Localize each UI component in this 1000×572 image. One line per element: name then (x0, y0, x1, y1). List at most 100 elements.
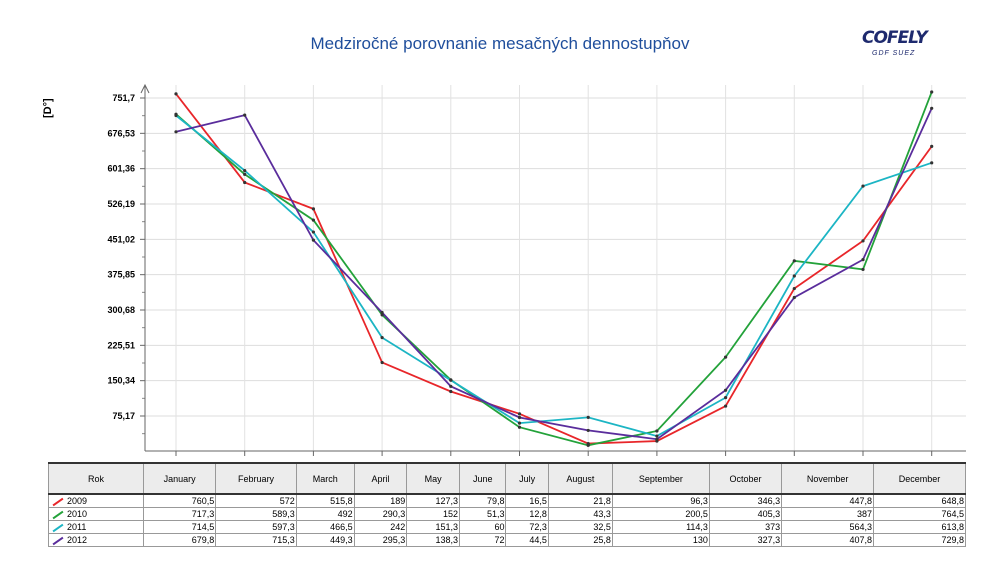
column-header: April (353, 462, 408, 495)
column-header: December (873, 462, 966, 495)
value-cell: 21,8 (547, 493, 613, 508)
data-point-2012 (380, 310, 384, 315)
value-cell: 373 (708, 520, 783, 534)
logo-name: COFELY (862, 28, 928, 48)
value-cell: 16,5 (505, 493, 549, 508)
data-point-2009 (724, 404, 728, 408)
data-point-2009 (243, 180, 247, 185)
column-header: March (295, 462, 355, 495)
data-point-2012 (243, 113, 247, 117)
column-header: August (547, 462, 613, 495)
value-cell: 127,3 (406, 493, 460, 508)
value-cell: 242 (353, 520, 408, 534)
data-point-2012 (517, 415, 522, 420)
data-point-2012 (861, 258, 865, 262)
y-axis-arrow (140, 83, 150, 94)
value-cell: 32,5 (547, 520, 613, 534)
value-cell: 717,3 (142, 507, 217, 521)
legend-label: 2011 (67, 522, 87, 532)
value-cell: 290,3 (353, 507, 408, 521)
data-point-2011 (174, 113, 178, 118)
legend-label: 2012 (67, 535, 88, 545)
data-point-2011 (449, 378, 453, 382)
table-body: 2009 760,5 572 515,8 189 127,3 79,8 16,5 21,8 96,… (48, 493, 966, 547)
line-chart: 75,17 150,34 225,51 300,68 375,85 451,02 526,1… (107, 83, 966, 456)
y-tick-label: 451,02 (107, 234, 135, 244)
data-point-2011 (311, 230, 315, 234)
data-point-2010 (517, 425, 522, 429)
value-cell: 613,8 (873, 520, 966, 534)
y-tick-label: 75,17 (112, 411, 135, 421)
data-point-2009 (792, 286, 796, 291)
value-cell: 729,8 (873, 533, 966, 547)
value-cell: 25,8 (547, 533, 613, 547)
data-point-2011 (586, 415, 590, 419)
data-point-2011 (380, 335, 384, 340)
data-point-2012 (586, 428, 590, 433)
value-cell: 79,8 (458, 493, 507, 508)
y-tick-label: 676,53 (107, 128, 135, 138)
legend-swatch (52, 497, 64, 506)
value-cell: 295,3 (353, 533, 408, 547)
data-point-2011 (724, 396, 728, 400)
y-tick-label: 150,34 (107, 376, 135, 386)
value-cell: 346,3 (708, 493, 783, 508)
y-tick-label: 375,85 (107, 270, 135, 280)
data-point-2010 (311, 218, 315, 222)
value-cell: 138,3 (406, 533, 460, 547)
column-header: June (458, 462, 507, 495)
value-cell: 760,5 (142, 493, 217, 508)
data-point-2012 (724, 388, 728, 392)
value-cell: 12,8 (505, 507, 549, 521)
data-point-2010 (792, 259, 796, 263)
data-point-2012 (449, 384, 453, 388)
y-tick-label: 751,7 (112, 93, 135, 103)
value-cell: 572 (215, 493, 297, 508)
value-cell: 114,3 (611, 520, 710, 534)
table-row: 2012 679,8 715,3 449,3 295,3 138,3 72 44,5 25,8 1… (48, 533, 966, 547)
value-cell: 44,5 (505, 533, 549, 547)
value-cell: 492 (295, 507, 355, 521)
column-header: September (611, 462, 710, 495)
data-point-2011 (861, 184, 865, 188)
value-cell: 597,3 (215, 520, 297, 534)
legend-swatch (52, 536, 64, 545)
value-cell: 327,3 (708, 533, 783, 547)
data-point-2010 (380, 313, 384, 317)
value-cell: 152 (406, 507, 460, 521)
data-point-2011 (517, 421, 522, 425)
value-cell: 447,8 (781, 493, 875, 508)
value-cell: 648,8 (873, 493, 966, 508)
value-cell: 72 (458, 533, 507, 547)
data-point-2011 (930, 161, 934, 165)
value-cell: 589,3 (215, 507, 297, 521)
column-header: February (215, 462, 297, 495)
series-line-2012 (175, 107, 933, 441)
series-line-2010 (175, 91, 933, 447)
table-row: 2009 760,5 572 515,8 189 127,3 79,8 16,5 21,8 96,… (48, 493, 966, 508)
value-cell: 200,5 (611, 507, 710, 521)
data-point-2010 (724, 355, 728, 359)
cofely-logo: COFELY GDF SUEZ (862, 28, 942, 62)
data-point-2009 (861, 239, 865, 243)
data-point-2009 (930, 144, 934, 148)
value-cell: 679,8 (142, 533, 217, 547)
data-point-2010 (586, 443, 590, 447)
y-tick-label: 225,51 (107, 340, 135, 350)
data-point-2009 (174, 92, 178, 96)
data-point-2012 (655, 437, 659, 441)
data-point-2009 (380, 360, 384, 365)
column-header: October (708, 462, 783, 495)
data-point-2011 (655, 434, 659, 438)
data-point-2012 (792, 295, 796, 300)
value-cell: 515,8 (295, 493, 355, 508)
value-cell: 449,3 (295, 533, 355, 547)
year-cell: 2012 (48, 533, 144, 547)
value-cell: 564,3 (781, 520, 875, 534)
data-point-2012 (174, 130, 178, 134)
value-cell: 96,3 (611, 493, 710, 508)
data-point-2010 (243, 172, 247, 176)
column-header-rok: Rok (48, 462, 144, 495)
year-cell: 2011 (48, 520, 144, 534)
